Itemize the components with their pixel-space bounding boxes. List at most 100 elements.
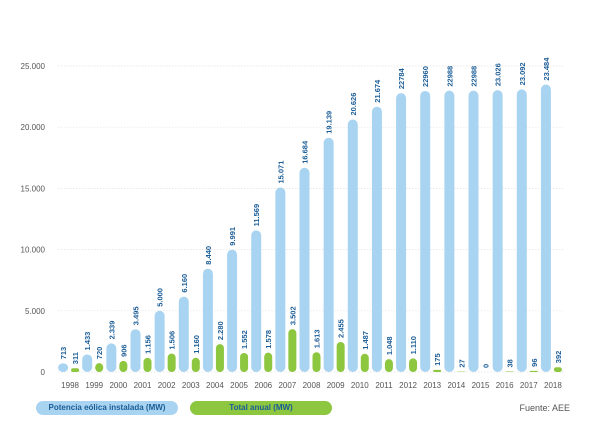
x-tick-label: 2001 — [134, 381, 152, 390]
x-tick-label: 2013 — [423, 381, 441, 390]
label-installed: 21.674 — [373, 79, 382, 103]
label-annual: 720 — [95, 347, 104, 360]
y-tick-label: 25.000 — [21, 62, 46, 71]
x-tick-label: 2012 — [399, 381, 417, 390]
source-note: Fuente: AEE — [519, 403, 570, 413]
bar-annual — [95, 363, 104, 372]
bar-annual — [336, 341, 345, 372]
bar-installed — [130, 329, 141, 372]
x-tick-label: 2007 — [278, 381, 296, 390]
x-tick-label: 2016 — [496, 381, 514, 390]
bar-annual — [143, 357, 152, 372]
label-installed: 15.071 — [276, 161, 285, 184]
bar-installed — [371, 106, 382, 373]
bar-installed — [396, 93, 407, 372]
x-tick-label: 2004 — [206, 381, 224, 390]
bar-annual — [191, 357, 200, 372]
x-tick-label: 2005 — [230, 381, 248, 390]
label-annual: 2.455 — [337, 319, 346, 338]
bar-annual — [288, 329, 297, 372]
label-installed: 19.139 — [325, 111, 334, 134]
bar-annual — [409, 358, 418, 372]
bar-annual — [71, 368, 80, 372]
x-tick-label: 2014 — [447, 381, 465, 390]
label-annual: 906 — [119, 344, 128, 357]
label-installed: 16.684 — [301, 140, 310, 164]
label-installed: 22784 — [397, 67, 406, 89]
label-annual: 96 — [530, 358, 539, 366]
bar-annual — [312, 352, 321, 372]
y-tick-label: 20.000 — [21, 123, 46, 132]
label-annual: 2.280 — [216, 321, 225, 340]
bar-installed — [420, 90, 431, 372]
bar-installed — [540, 84, 551, 372]
y-tick-label: 5.000 — [25, 307, 46, 316]
legend-installed: Potencia eólica instalada (MW) — [36, 401, 178, 415]
label-installed: 11.569 — [252, 204, 261, 227]
bar-installed — [154, 310, 165, 372]
label-annual: 1.578 — [264, 330, 273, 349]
x-tick-label: 1999 — [85, 381, 103, 390]
label-annual: 311 — [71, 352, 80, 364]
bar-annual — [264, 352, 273, 372]
bar-annual — [529, 370, 538, 372]
x-tick-label: 2009 — [327, 381, 345, 390]
bar-annual — [433, 369, 442, 372]
x-tick-label: 2003 — [182, 381, 200, 390]
bar-installed — [468, 90, 479, 372]
x-tick-label: 2015 — [472, 381, 490, 390]
label-installed: 23.092 — [518, 62, 527, 85]
bar-installed — [275, 187, 286, 372]
label-installed: 713 — [59, 347, 68, 360]
label-installed: 1.433 — [83, 332, 92, 351]
label-annual: 1.156 — [144, 335, 153, 354]
label-annual: 1.487 — [361, 331, 370, 350]
label-annual: 3.502 — [288, 306, 297, 325]
label-annual: 38 — [506, 359, 515, 367]
bar-installed — [299, 167, 310, 372]
x-tick-label: 2008 — [303, 381, 321, 390]
bar-annual — [360, 353, 369, 372]
bar-installed — [202, 268, 213, 372]
label-annual: 1.506 — [168, 331, 177, 350]
bar-installed — [444, 90, 455, 372]
bar-installed — [492, 90, 503, 373]
bar-annual — [119, 360, 128, 372]
x-tick-label: 2000 — [109, 381, 127, 390]
x-tick-label: 2011 — [375, 381, 393, 390]
bar-annual — [240, 353, 249, 372]
x-tick-label: 2002 — [158, 381, 176, 390]
y-axis-ticks: 0 5.000 10.000 15.000 20.000 25.000 — [21, 62, 46, 377]
label-annual: 392 — [554, 351, 563, 364]
label-installed: 6.160 — [180, 274, 189, 293]
label-annual: 1.613 — [313, 329, 322, 348]
label-installed: 3.495 — [132, 306, 141, 325]
label-annual: 1.110 — [409, 336, 418, 354]
label-installed: 22960 — [421, 66, 430, 87]
bar-annual — [167, 353, 176, 372]
bar-installed — [251, 230, 262, 372]
label-annual: 1.552 — [240, 330, 249, 349]
bar-annual — [553, 367, 562, 372]
bar-installed — [347, 119, 358, 373]
label-installed: 23.484 — [542, 57, 551, 81]
label-annual: 0 — [482, 364, 491, 368]
label-installed: 2.339 — [107, 321, 116, 340]
label-installed: 8.440 — [204, 246, 213, 265]
bar-installed — [227, 249, 238, 372]
label-annual: 27 — [457, 359, 466, 367]
y-tick-label: 10.000 — [21, 246, 46, 255]
label-installed: 22988 — [470, 66, 479, 87]
label-annual: 175 — [433, 353, 442, 366]
bar-installed — [106, 343, 117, 372]
x-axis-ticks: 1998 1999 2000 2001 2002 2003 2004 2005 2006 2007… — [61, 381, 562, 390]
bar-annual — [215, 344, 224, 372]
x-tick-label: 2006 — [254, 381, 272, 390]
label-installed: 9.991 — [228, 227, 237, 246]
bar-installed — [82, 354, 93, 372]
x-tick-label: 2017 — [520, 381, 538, 390]
x-tick-label: 2010 — [351, 381, 369, 390]
bar-installed — [516, 89, 527, 373]
